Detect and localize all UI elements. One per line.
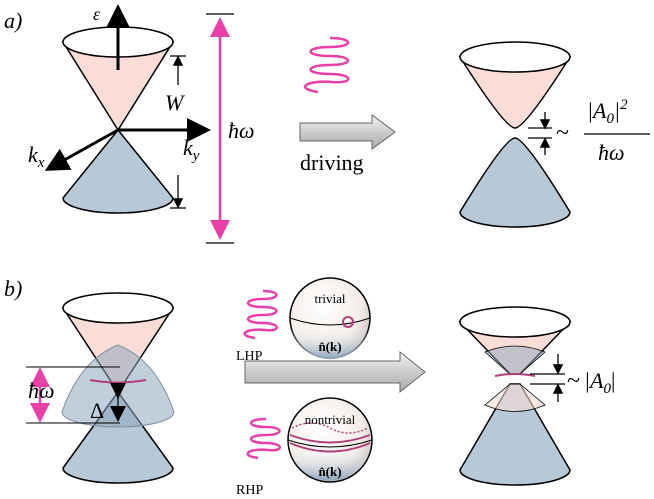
polarization-spiral [248, 419, 280, 458]
axis-label: ky [183, 135, 200, 164]
sphere-label: trivial [314, 291, 345, 306]
sphere-label: nontrivial [305, 412, 356, 427]
gap-denominator: ħω [598, 140, 625, 165]
axis-label: kx [28, 142, 45, 171]
gapped-bands [460, 42, 570, 227]
gap-numerator: |A0|2 [587, 97, 628, 127]
figure: a) ε kx ky W ħω driving ~ |A0|2 ħω b) ħω… [0, 0, 654, 499]
gap-label: Δ [90, 398, 104, 423]
bandwidth-label: W [165, 90, 185, 115]
frequency-label: ħω [228, 118, 255, 143]
polarization-spiral [245, 291, 277, 338]
gap-arrows [530, 354, 565, 402]
polarization-spiral [305, 38, 348, 92]
gap-arrows [528, 112, 552, 155]
panel-tag: a) [4, 8, 22, 33]
vector-label: n̂(k) [318, 464, 341, 479]
gap-label: ~|A0| [567, 368, 615, 397]
driving-arrow [300, 115, 395, 149]
dressed-cone [62, 293, 174, 483]
gap-label: ~ [556, 120, 569, 146]
panel-tag: b) [4, 276, 22, 301]
vector-label: n̂(k) [318, 339, 341, 354]
frequency-label: ħω [28, 378, 55, 403]
axis-label: ε [93, 4, 101, 24]
arrow-label: driving [300, 150, 364, 175]
bandwidth-arrows [170, 56, 186, 208]
polarization-label: RHP [236, 483, 263, 498]
gapped-bands [460, 307, 570, 485]
